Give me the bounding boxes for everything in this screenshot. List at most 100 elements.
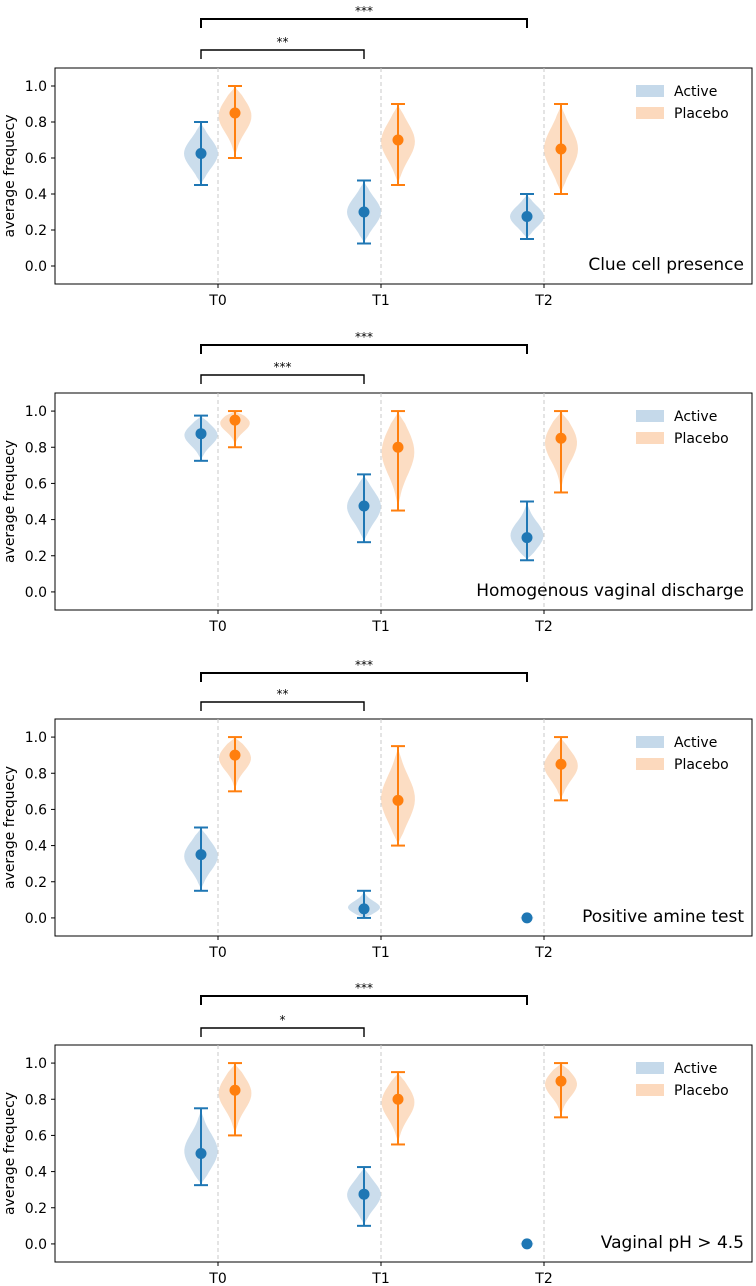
significance-bracket-1: *** [200, 360, 365, 384]
significance-bracket-2: *** [200, 658, 528, 682]
y-tick-label: 0.8 [25, 766, 47, 782]
x-tick-label: T2 [534, 619, 552, 635]
y-axis-title: average frequecy [2, 114, 18, 237]
significance-line-2 [200, 995, 528, 1005]
y-tick-label: 0.8 [25, 115, 47, 131]
mean-point-placebo-T0 [229, 414, 241, 426]
y-tick-label: 0.0 [25, 585, 47, 601]
significance-line-2 [200, 18, 528, 28]
y-tick-label: 0.0 [25, 1237, 47, 1253]
legend-label-placebo: Placebo [674, 1083, 729, 1099]
y-tick-label: 0.6 [25, 151, 47, 167]
significance-line-1 [200, 374, 365, 384]
significance-bracket-2: *** [200, 4, 528, 28]
mean-point-placebo-T1 [392, 1093, 404, 1105]
x-tick-label: T1 [371, 619, 389, 635]
mean-point-placebo-T2 [555, 1075, 567, 1087]
significance-line-1 [200, 49, 365, 59]
significance-label-1: * [280, 1013, 286, 1027]
y-tick-label: 0.4 [25, 1165, 47, 1181]
mean-point-placebo-T0 [229, 107, 241, 119]
y-tick-label: 1.0 [25, 1056, 47, 1072]
y-tick-label: 0.8 [25, 1092, 47, 1108]
y-tick-label: 1.0 [25, 79, 47, 95]
mean-point-placebo-T1 [392, 441, 404, 453]
y-tick-label: 0.8 [25, 440, 47, 456]
x-tick-label: T0 [208, 945, 226, 961]
significance-line-1 [200, 1027, 365, 1037]
significance-bracket-1: ** [200, 35, 365, 59]
y-tick-label: 0.4 [25, 513, 47, 529]
y-tick-label: 0.0 [25, 911, 47, 927]
legend-label-active: Active [674, 84, 717, 100]
y-tick-label: 0.2 [25, 1201, 47, 1217]
mean-point-active-T1 [358, 1188, 370, 1200]
legend-swatch-placebo [636, 107, 664, 119]
legend-swatch-placebo [636, 758, 664, 770]
x-tick-label: T2 [534, 293, 552, 309]
y-tick-label: 0.4 [25, 839, 47, 855]
x-tick-label: T1 [371, 293, 389, 309]
series-active [184, 414, 544, 562]
mean-point-active-T1 [358, 206, 370, 218]
mean-point-placebo-T1 [392, 134, 404, 146]
series-placebo [219, 736, 578, 847]
mean-point-active-T2 [521, 211, 533, 222]
significance-bracket-2: *** [200, 330, 528, 354]
legend-label-placebo: Placebo [674, 431, 729, 447]
significance-line-2 [200, 344, 528, 354]
y-tick-label: 0.2 [25, 549, 47, 565]
legend-swatch-active [636, 85, 664, 97]
legend-swatch-active [636, 410, 664, 422]
significance-bracket-2: *** [200, 981, 528, 1005]
legend-swatch-active [636, 736, 664, 748]
y-tick-label: 0.6 [25, 476, 47, 492]
panel-2: *** *** 0.0 0.2 0.4 0.6 0.8 1.0 T0 T1 T2 average fr… [2, 330, 753, 635]
series-placebo [218, 85, 578, 195]
panel-title: Vaginal pH > 4.5 [601, 1233, 744, 1253]
significance-bracket-1: ** [200, 687, 365, 711]
y-tick-label: 0.2 [25, 875, 47, 891]
significance-bracket-1: * [200, 1013, 365, 1037]
significance-label-1: ** [277, 687, 289, 701]
series-placebo [220, 410, 577, 512]
x-tick-label: T1 [371, 1271, 389, 1286]
legend-swatch-placebo [636, 432, 664, 444]
mean-point-placebo-T1 [392, 794, 404, 806]
mean-point-active-T0 [195, 428, 207, 440]
mean-point-placebo-T0 [229, 1084, 241, 1096]
legend-label-active: Active [674, 1061, 717, 1077]
significance-label-2: *** [355, 330, 373, 344]
legend-label-active: Active [674, 735, 717, 751]
mean-point-active-T2 [521, 1238, 533, 1250]
y-tick-label: 0.4 [25, 187, 47, 203]
significance-label-1: ** [277, 35, 289, 49]
panel-title: Clue cell presence [588, 255, 744, 275]
significance-label-2: *** [355, 658, 373, 672]
y-axis-title: average frequecy [2, 440, 18, 563]
x-tick-label: T2 [534, 945, 552, 961]
mean-point-active-T1 [358, 903, 370, 915]
significance-line-2 [200, 672, 528, 682]
mean-point-active-T0 [195, 148, 207, 159]
axes-frame [54, 392, 753, 611]
series-active [184, 1107, 534, 1250]
significance-label-1: *** [274, 360, 292, 374]
axes-frame [54, 1044, 753, 1263]
mean-point-active-T2 [521, 532, 533, 544]
mean-point-active-T0 [195, 1148, 207, 1159]
y-tick-label: 1.0 [25, 404, 47, 420]
y-axis-title: average frequecy [2, 1092, 18, 1215]
y-axis-title: average frequecy [2, 766, 18, 889]
y-tick-label: 0.6 [25, 1128, 47, 1144]
significance-label-2: *** [355, 4, 373, 18]
axes-frame [54, 67, 753, 285]
legend-label-placebo: Placebo [674, 106, 729, 122]
x-tick-label: T2 [534, 1271, 552, 1286]
y-tick-label: 0.0 [25, 259, 47, 275]
series-active [184, 121, 544, 245]
x-tick-label: T0 [208, 293, 226, 309]
mean-point-active-T2 [521, 912, 533, 924]
